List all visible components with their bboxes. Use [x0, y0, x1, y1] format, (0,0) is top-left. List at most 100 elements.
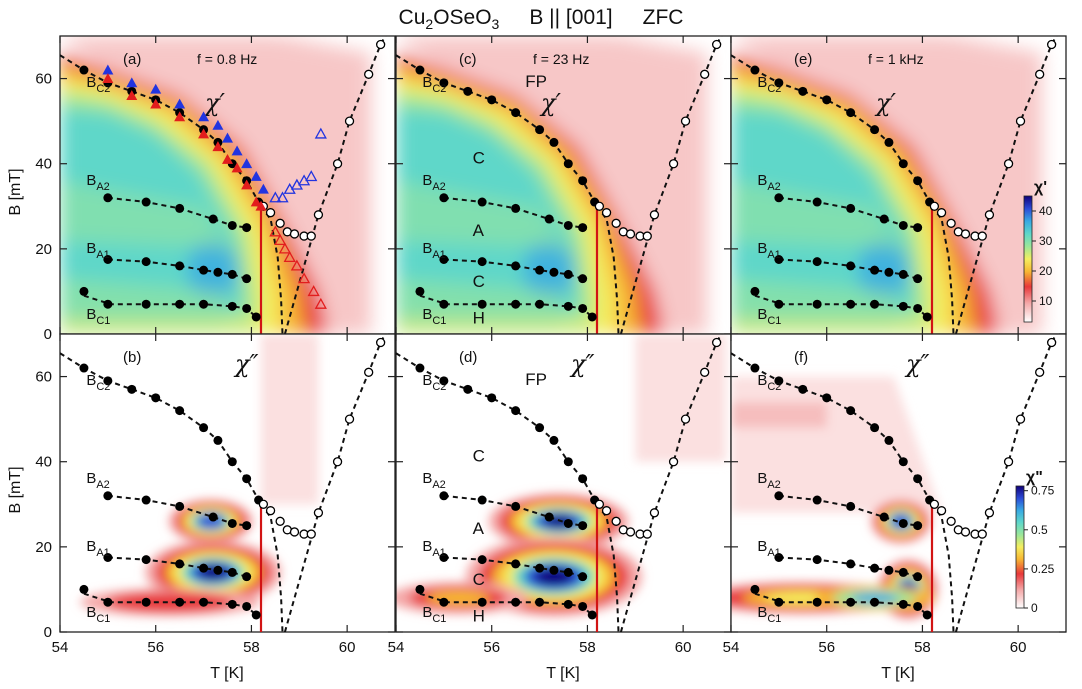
- point-ba1: [535, 563, 545, 573]
- open-point: [344, 116, 355, 126]
- point-ba2: [898, 220, 908, 230]
- phase-label-fp: FP: [525, 72, 547, 91]
- open-red-triangle: [278, 242, 292, 254]
- line-steep: [954, 334, 1058, 632]
- x-axis-label-1: T [K]: [210, 665, 244, 682]
- line-steep: [283, 36, 387, 334]
- point-ba1: [812, 555, 822, 565]
- point-bc2: [884, 435, 894, 445]
- panel-frame: [59, 333, 396, 633]
- chi-symbol: χ′: [203, 89, 226, 117]
- line-bc2: [60, 352, 262, 505]
- point-ba1: [477, 555, 487, 565]
- point-bc2: [578, 176, 588, 186]
- point-bc1: [750, 584, 760, 594]
- red-triangle: [102, 73, 114, 83]
- point-ba1: [175, 261, 185, 271]
- boundary-label-bc1: BC1: [422, 604, 446, 625]
- point-bc1: [415, 584, 425, 594]
- open-point: [977, 231, 987, 241]
- y-axis-label-bottom: B [mT]: [7, 466, 24, 513]
- open-point: [1046, 337, 1057, 348]
- point-bc1: [79, 286, 89, 296]
- point-ba1: [141, 257, 151, 267]
- phase-label-a: A: [473, 221, 485, 240]
- point-bc1: [439, 597, 449, 607]
- frequency-label: f = 23 Hz: [533, 51, 589, 67]
- boundary-label-bc2: BC2: [757, 372, 781, 393]
- point-ba1: [563, 269, 573, 279]
- point-ba2: [846, 501, 856, 511]
- open-red-triangle: [274, 234, 287, 245]
- point-bc2: [870, 423, 880, 433]
- point-ba1: [477, 257, 487, 267]
- point-bc1: [870, 299, 880, 309]
- chi-symbol: χ′: [539, 89, 562, 117]
- line-steep: [619, 334, 723, 632]
- point-bc1: [175, 299, 185, 309]
- point-bc2: [774, 78, 784, 88]
- open-point: [1035, 69, 1045, 79]
- open-blue-triangle: [269, 191, 282, 203]
- point-ba1: [549, 267, 559, 277]
- open-point: [936, 208, 947, 218]
- point-bc1: [199, 597, 209, 607]
- open-point: [700, 367, 710, 377]
- point-ba2: [175, 203, 185, 213]
- point-bc2: [175, 406, 185, 416]
- blue-triangle: [257, 183, 269, 194]
- point-ba1: [870, 563, 880, 573]
- point-ba1: [103, 553, 113, 562]
- red-triangle: [241, 179, 253, 190]
- phase-label-c: C: [473, 447, 485, 466]
- point-bc1: [242, 303, 252, 313]
- point-ba2: [103, 491, 113, 501]
- point-bc2: [913, 474, 923, 484]
- boundary-label-bc2: BC2: [757, 74, 781, 95]
- boundary-label-ba1: BA1: [86, 240, 109, 261]
- point-bc2: [199, 423, 209, 433]
- point-bc2: [439, 78, 449, 88]
- point-bc2: [511, 108, 521, 118]
- boundary-label-ba2: BA2: [422, 172, 445, 193]
- point-ba2: [812, 197, 822, 207]
- open-point: [375, 337, 386, 348]
- point-bc1: [587, 610, 597, 620]
- x-tick-label: 60: [675, 639, 692, 656]
- point-bc1: [587, 312, 597, 322]
- point-ba2: [175, 501, 185, 511]
- point-ba2: [578, 223, 588, 233]
- colorbar-tick-label: 0.25: [1031, 562, 1055, 576]
- point-ba1: [578, 274, 588, 284]
- point-bc1: [846, 299, 856, 309]
- point-ba1: [439, 255, 449, 264]
- point-bc2: [79, 65, 89, 75]
- phase-label-h: H: [473, 308, 485, 327]
- point-bc2: [487, 393, 497, 403]
- point-bc1: [477, 299, 487, 309]
- red-triangle: [150, 98, 162, 109]
- point-ba2: [242, 223, 252, 233]
- open-point: [700, 69, 710, 79]
- y-tick-label: 0: [44, 624, 52, 641]
- blue-triangle: [102, 64, 114, 75]
- point-ba1: [913, 274, 923, 284]
- point-ba2: [103, 193, 113, 203]
- point-bc2: [151, 393, 161, 403]
- point-ba1: [242, 274, 252, 284]
- point-ba1: [199, 563, 209, 573]
- point-ba2: [141, 495, 151, 505]
- colorbar-tick-label: 20: [1039, 264, 1053, 278]
- open-point: [936, 506, 947, 516]
- y-tick-label: 40: [35, 454, 52, 471]
- colorbar-label: χ": [1026, 469, 1043, 486]
- blue-triangle: [241, 158, 253, 169]
- y-tick-label: 20: [35, 241, 52, 258]
- y-tick-label: 0: [44, 326, 52, 343]
- point-ba2: [879, 214, 889, 224]
- point-bc1: [251, 312, 261, 322]
- point-bc1: [563, 599, 573, 609]
- open-point: [946, 218, 956, 228]
- point-bc2: [798, 86, 808, 96]
